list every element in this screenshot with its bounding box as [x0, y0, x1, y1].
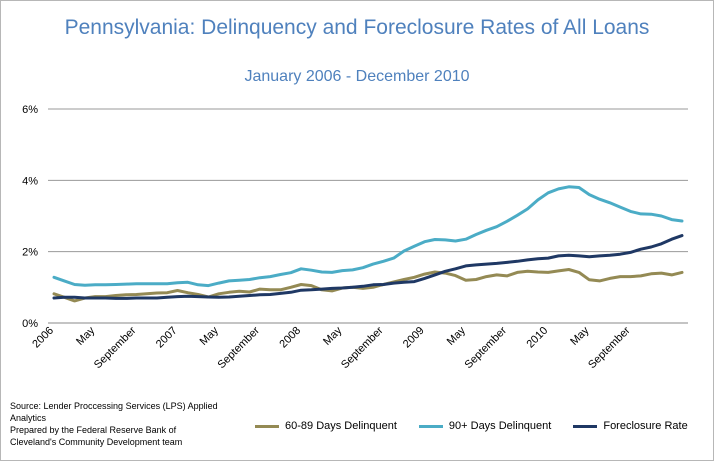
source-note: Source: Lender Proccessing Services (LPS… [10, 400, 250, 448]
x-tick-label: September [586, 324, 633, 371]
x-tick-label: May [74, 324, 98, 348]
x-tick-label: May [445, 324, 469, 348]
chart-title-text: Pennsylvania: Delinquency and Foreclosur… [64, 16, 650, 39]
legend-item-90plus: 90+ Days Delinquent [418, 420, 552, 432]
legend-label: 60-89 Days Delinquent [285, 420, 397, 432]
series-line-0 [52, 268, 684, 303]
x-tick-label: May [568, 324, 592, 348]
legend-label: Foreclosure Rate [603, 420, 688, 432]
legend-swatch [573, 424, 598, 428]
legend-item-foreclosure: Foreclosure Rate [573, 420, 688, 432]
x-tick-label: September [463, 324, 510, 371]
x-tick-label: September [215, 324, 262, 371]
y-tick-label: 4% [22, 175, 38, 187]
x-tick-label: September [339, 324, 386, 371]
series-line-2 [52, 234, 684, 300]
legend-swatch [255, 424, 279, 428]
source-line: Source: Lender Proccessing Services (LPS… [10, 401, 218, 411]
y-tick-label: 6% [22, 104, 38, 116]
y-tick-label: 2% [22, 247, 38, 259]
x-tick-label: September [92, 324, 139, 371]
x-tick-label: May [321, 324, 345, 348]
legend-swatch [418, 424, 443, 428]
y-tick-label: 0% [22, 318, 38, 330]
source-line: Cleveland's Community Development team [10, 437, 183, 447]
series-line-1 [52, 185, 684, 288]
x-tick-label: 2009 [401, 325, 427, 351]
x-tick-label: 2008 [277, 325, 303, 351]
chart-legend: 60-89 Days Delinquent 90+ Days Delinquen… [255, 420, 710, 432]
chart-subtitle: January 2006 - December 2010 [244, 68, 470, 85]
source-line: Analytics [10, 413, 47, 423]
source-line: Prepared by the Federal Reserve Bank of [10, 425, 177, 435]
x-tick-label: 2010 [524, 325, 550, 351]
legend-label: 90+ Days Delinquent [448, 420, 552, 432]
x-tick-label: 2007 [154, 325, 180, 351]
x-tick-label: May [198, 324, 222, 348]
chart-title: Pennsylvania: Delinquency and Foreclosur… [0, 14, 714, 42]
legend-item-60-89: 60-89 Days Delinquent [255, 420, 397, 432]
